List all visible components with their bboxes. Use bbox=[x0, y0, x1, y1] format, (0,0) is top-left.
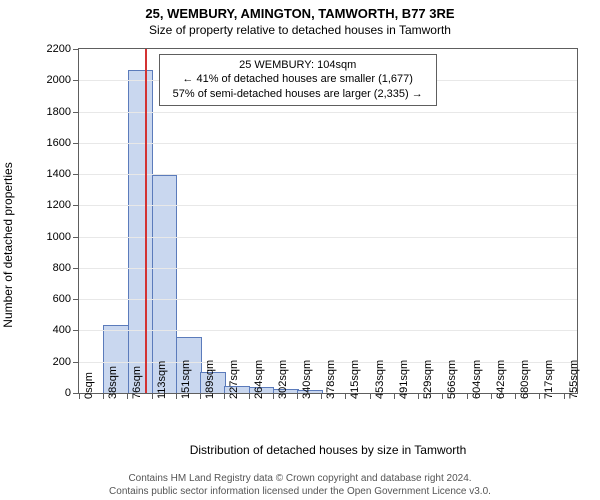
x-tick bbox=[152, 393, 153, 399]
x-tick bbox=[370, 393, 371, 399]
x-tick bbox=[564, 393, 565, 399]
y-tick bbox=[73, 268, 79, 269]
x-tick-label: 0sqm bbox=[83, 372, 95, 399]
y-tick bbox=[73, 49, 79, 50]
gridline bbox=[79, 268, 577, 269]
x-tick-label: 302sqm bbox=[277, 360, 289, 399]
gridline bbox=[79, 299, 577, 300]
annotation-line-1: 25 WEMBURY: 104sqm bbox=[168, 58, 428, 72]
y-tick-label: 1800 bbox=[47, 106, 71, 118]
x-tick bbox=[491, 393, 492, 399]
x-tick bbox=[345, 393, 346, 399]
x-tick-label: 415sqm bbox=[349, 360, 361, 399]
y-tick-label: 0 bbox=[65, 387, 71, 399]
y-tick bbox=[73, 80, 79, 81]
x-tick-label: 755sqm bbox=[568, 360, 580, 399]
y-tick-label: 1200 bbox=[47, 199, 71, 211]
x-axis-label: Distribution of detached houses by size … bbox=[78, 443, 578, 457]
footer-line-1: Contains HM Land Registry data © Crown c… bbox=[0, 473, 600, 486]
y-tick bbox=[73, 174, 79, 175]
y-axis-label: Number of detached properties bbox=[1, 162, 15, 327]
histogram-bar bbox=[128, 70, 154, 393]
x-tick bbox=[79, 393, 80, 399]
x-tick-label: 680sqm bbox=[519, 360, 531, 399]
x-tick bbox=[539, 393, 540, 399]
x-tick-label: 642sqm bbox=[495, 360, 507, 399]
plot-area: 0200400600800100012001400160018002000220… bbox=[78, 48, 578, 394]
x-tick-label: 151sqm bbox=[180, 360, 192, 399]
y-tick-label: 1000 bbox=[47, 231, 71, 243]
x-tick-label: 264sqm bbox=[253, 360, 265, 399]
title-main: 25, WEMBURY, AMINGTON, TAMWORTH, B77 3RE bbox=[0, 6, 600, 21]
gridline bbox=[79, 112, 577, 113]
y-tick-label: 600 bbox=[53, 293, 71, 305]
y-tick-label: 2000 bbox=[47, 74, 71, 86]
y-tick bbox=[73, 205, 79, 206]
x-tick bbox=[127, 393, 128, 399]
x-tick-label: 453sqm bbox=[374, 360, 386, 399]
x-tick bbox=[394, 393, 395, 399]
y-tick bbox=[73, 237, 79, 238]
gridline bbox=[79, 205, 577, 206]
y-tick-label: 400 bbox=[53, 324, 71, 336]
footer: Contains HM Land Registry data © Crown c… bbox=[0, 473, 600, 498]
annotation-line-3: 57% of semi-detached houses are larger (… bbox=[168, 87, 428, 101]
x-tick-label: 76sqm bbox=[131, 366, 143, 399]
x-tick bbox=[176, 393, 177, 399]
y-tick-label: 2200 bbox=[47, 43, 71, 55]
y-tick-label: 200 bbox=[53, 356, 71, 368]
title-sub: Size of property relative to detached ho… bbox=[0, 23, 600, 37]
x-tick-label: 566sqm bbox=[446, 360, 458, 399]
y-tick bbox=[73, 330, 79, 331]
x-tick bbox=[200, 393, 201, 399]
x-tick bbox=[467, 393, 468, 399]
x-tick bbox=[224, 393, 225, 399]
x-tick-label: 113sqm bbox=[156, 361, 168, 399]
x-tick-label: 38sqm bbox=[107, 366, 119, 399]
chart-container: 25, WEMBURY, AMINGTON, TAMWORTH, B77 3RE… bbox=[0, 0, 600, 500]
gridline bbox=[79, 174, 577, 175]
y-tick bbox=[73, 112, 79, 113]
y-tick-label: 800 bbox=[53, 262, 71, 274]
x-tick bbox=[515, 393, 516, 399]
x-tick bbox=[418, 393, 419, 399]
x-tick-label: 604sqm bbox=[471, 360, 483, 399]
x-tick-label: 189sqm bbox=[204, 360, 216, 399]
y-tick-label: 1600 bbox=[47, 137, 71, 149]
x-tick-label: 529sqm bbox=[422, 360, 434, 399]
chart-area: Number of detached properties 0200400600… bbox=[42, 46, 582, 444]
gridline bbox=[79, 143, 577, 144]
x-tick bbox=[273, 393, 274, 399]
x-tick-label: 378sqm bbox=[325, 360, 337, 399]
y-tick-label: 1400 bbox=[47, 168, 71, 180]
property-marker-line bbox=[145, 49, 147, 393]
gridline bbox=[79, 330, 577, 331]
y-tick bbox=[73, 299, 79, 300]
x-tick bbox=[321, 393, 322, 399]
x-tick-label: 717sqm bbox=[543, 360, 555, 399]
x-tick bbox=[297, 393, 298, 399]
footer-line-2: Contains public sector information licen… bbox=[0, 486, 600, 499]
x-tick bbox=[442, 393, 443, 399]
x-tick-label: 227sqm bbox=[228, 360, 240, 399]
titles: 25, WEMBURY, AMINGTON, TAMWORTH, B77 3RE… bbox=[0, 0, 600, 37]
y-tick bbox=[73, 362, 79, 363]
y-tick bbox=[73, 143, 79, 144]
annotation-box: 25 WEMBURY: 104sqm ← 41% of detached hou… bbox=[159, 54, 437, 106]
gridline bbox=[79, 237, 577, 238]
annotation-line-2: ← 41% of detached houses are smaller (1,… bbox=[168, 72, 428, 86]
x-tick bbox=[103, 393, 104, 399]
x-tick-label: 491sqm bbox=[398, 360, 410, 399]
x-tick bbox=[249, 393, 250, 399]
x-tick-label: 340sqm bbox=[301, 360, 313, 399]
